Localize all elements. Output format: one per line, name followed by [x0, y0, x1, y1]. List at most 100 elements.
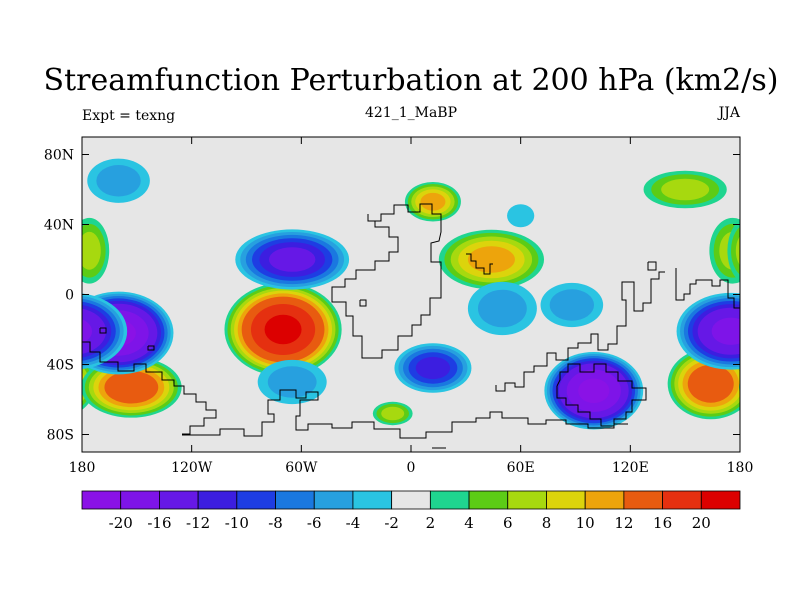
- y-tick-label: 80N: [44, 148, 74, 164]
- negative-center: [235, 229, 350, 290]
- y-axis: 80N 40N 0 40S 80S: [44, 148, 740, 444]
- y-tick-label: 40S: [47, 358, 74, 374]
- colorbar-label: -2: [384, 514, 399, 532]
- y-tick-label: 80S: [47, 428, 74, 444]
- contour-band: [82, 231, 101, 270]
- x-tick-label: 180: [69, 460, 96, 476]
- x-axis: 180 120W 60W 0 60E 120E 180: [69, 137, 754, 476]
- island-1-coastline: [99, 327, 107, 334]
- plot-area: [81, 136, 800, 453]
- colorbar-label: 20: [692, 514, 711, 532]
- y-tick-label: 40N: [44, 218, 74, 234]
- positive-center: [224, 282, 342, 377]
- colorbar-label: 6: [503, 514, 513, 532]
- colorbar-label: 4: [464, 514, 474, 532]
- contour-band: [549, 289, 595, 321]
- colorbar-swatch: [236, 490, 276, 510]
- negative-center: [540, 282, 604, 328]
- contour-band: [267, 366, 317, 398]
- colorbar-label: 12: [614, 514, 633, 532]
- contour-band: [104, 370, 159, 404]
- asia-coastline: [466, 253, 493, 275]
- eurasia-coastline: [495, 271, 665, 392]
- x-tick-label: 0: [407, 460, 416, 476]
- contour-band: [737, 323, 740, 343]
- contour-band: [477, 289, 527, 328]
- positive-center: [82, 356, 800, 418]
- colorbar-label: 10: [576, 514, 595, 532]
- negative-center: [257, 359, 327, 405]
- contour-band: [759, 320, 794, 346]
- colorbar-swatch: [197, 490, 238, 510]
- contour-band: [82, 308, 107, 354]
- coastlines: [82, 203, 740, 449]
- x-tick-label: 60W: [285, 460, 318, 476]
- colorbar-swatch: [468, 490, 509, 510]
- colorbar-swatch: [313, 490, 354, 510]
- colorbar-swatch: [275, 490, 315, 510]
- x-tick-label: 120E: [612, 460, 649, 476]
- colorbar-swatch: [81, 490, 122, 510]
- contour-band: [467, 246, 515, 273]
- colorbar-swatch: [507, 490, 547, 510]
- contour-band: [268, 247, 316, 272]
- colorbar-label: -4: [346, 514, 361, 532]
- contour-band: [420, 192, 446, 211]
- x-tick-label: 60E: [507, 460, 535, 476]
- colorbar-label: -6: [307, 514, 322, 532]
- contour-band: [507, 204, 535, 228]
- chart-title: Streamfunction Perturbation at 200 hPa (…: [44, 63, 779, 98]
- colorbar: -20 -16 -12 -10 -8 -6 -4 -2 2 4 6 8 10 12 16 20: [81, 490, 741, 532]
- contour-band: [747, 362, 800, 413]
- negative-center: [87, 158, 150, 203]
- antarctica-coastline: [182, 389, 628, 439]
- negative-center: [507, 204, 535, 228]
- contour-band: [746, 310, 800, 355]
- colorbar-label: 16: [653, 514, 672, 532]
- positive-center: [643, 170, 727, 209]
- colorbar-label: -12: [186, 514, 210, 532]
- island-5-coastline: [647, 261, 657, 271]
- colorbar-label: -16: [147, 514, 171, 532]
- island-2-coastline: [147, 345, 155, 351]
- south-america-coastline: [82, 341, 217, 435]
- colorbar-swatch: [120, 490, 160, 510]
- pacific-coastline: [675, 268, 740, 309]
- contour-band: [415, 356, 451, 380]
- positive-center: [404, 181, 461, 222]
- x-tick-label: 180: [727, 460, 754, 476]
- negative-center: [544, 351, 644, 430]
- contour-band: [711, 317, 740, 345]
- season-label: JJA: [717, 105, 741, 121]
- contour-band: [739, 381, 740, 394]
- colorbar-swatch: [700, 490, 741, 510]
- colorbar-label: 2: [426, 514, 436, 532]
- colorbar-label: -8: [268, 514, 283, 532]
- contour-band: [264, 314, 302, 345]
- contour-band: [735, 236, 740, 266]
- australia-coastline: [556, 363, 647, 427]
- colorbar-label: -20: [109, 514, 133, 532]
- x-tick-label: 120W: [171, 460, 213, 476]
- positive-center: [372, 401, 413, 426]
- contour-band: [661, 178, 710, 201]
- colorbar-swatch: [662, 490, 702, 510]
- colorbar-swatch: [352, 490, 393, 510]
- africa-coastline: [331, 203, 442, 359]
- contour-band: [743, 359, 800, 415]
- contour-band: [82, 319, 93, 344]
- contour-band: [730, 312, 740, 354]
- contour-band: [731, 226, 740, 275]
- positive-center: [82, 217, 740, 284]
- colorbar-label: 8: [542, 514, 552, 532]
- negative-center: [467, 281, 537, 336]
- colorbar-swatch: [159, 490, 199, 510]
- experiment-label: Expt = texng: [82, 108, 175, 124]
- run-label: 421_1_MaBP: [365, 105, 457, 121]
- island-3-coastline: [359, 299, 367, 307]
- contour-band: [762, 371, 800, 404]
- plot-background: [82, 137, 740, 452]
- contour-band: [751, 364, 800, 410]
- positive-center: [438, 229, 545, 290]
